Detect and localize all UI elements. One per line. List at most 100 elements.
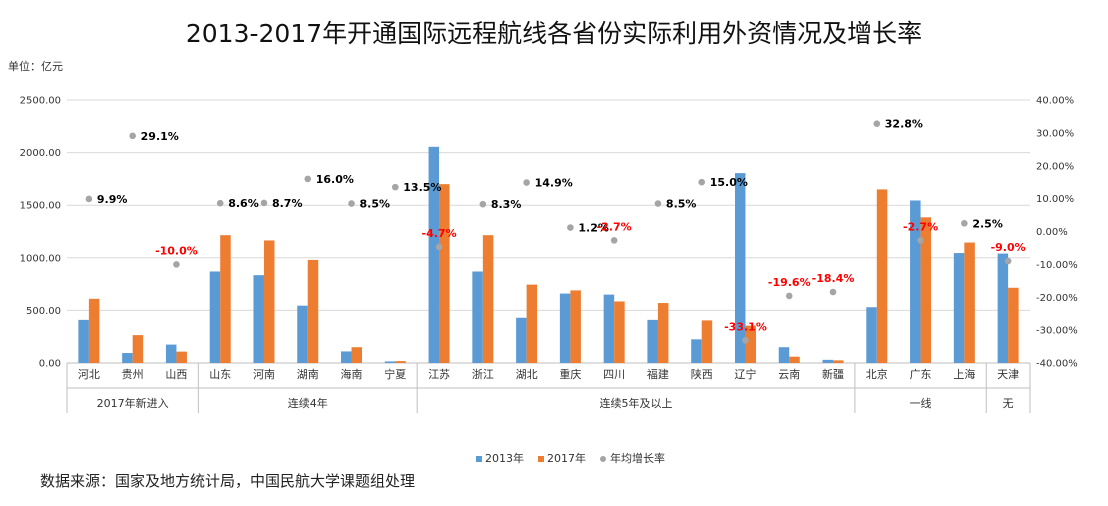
growth-rate-label: 8.5%: [360, 198, 391, 211]
growth-rate-label: -4.7%: [422, 227, 457, 240]
y2-tick-label: 40.00%: [1036, 96, 1074, 107]
growth-rate-point: [85, 195, 93, 203]
growth-rate-label: -10.0%: [155, 244, 198, 257]
x-category-label: 山东: [209, 368, 231, 381]
bar-2013: [866, 307, 877, 363]
legend-label-2013: 2013年: [485, 451, 524, 465]
x-group-label: 连续4年: [288, 396, 328, 410]
x-category-label: 陕西: [691, 367, 713, 381]
bar-2013: [953, 253, 965, 363]
bar-2017: [132, 335, 144, 363]
growth-rate-label: 8.5%: [666, 198, 697, 211]
bar-2017: [351, 347, 363, 363]
y2-tick-label: -30.00%: [1036, 326, 1078, 337]
growth-rate-label: 14.9%: [535, 177, 573, 190]
chart: 0.00 500.00 1000.00 1500.00 2000.00 2500.00 -4…: [20, 96, 1078, 466]
bar-2013: [559, 293, 571, 363]
x-category-label: 宁夏: [384, 367, 406, 381]
data-source-note: 数据来源：国家及地方统计局，中国民航大学课题组处理: [40, 472, 416, 490]
growth-rate-point: [610, 237, 618, 244]
bar-2017: [1008, 287, 1019, 363]
bar-2017: [789, 356, 800, 363]
bar-2013: [603, 294, 615, 363]
bar-2013: [209, 271, 221, 363]
growth-rate-point: [1004, 257, 1012, 265]
bar-2017: [614, 301, 625, 363]
bar-2017: [482, 235, 494, 363]
x-category-label: 湖北: [516, 368, 538, 381]
x-category-label: 天津: [997, 368, 1019, 381]
bar-2017: [395, 361, 406, 363]
x-group-label: 一线: [910, 396, 932, 410]
growth-rate-label: 1.2%: [578, 222, 609, 235]
bar-2013: [297, 305, 308, 363]
bar-2013: [647, 319, 658, 363]
y-tick-label: 0.00: [39, 359, 61, 370]
legend-label-2017: 2017年: [547, 451, 586, 465]
growth-rate-point: [129, 132, 136, 140]
growth-rate-point: [523, 179, 530, 186]
bar-2013: [384, 361, 396, 363]
x-category-label: 重庆: [559, 367, 581, 381]
growth-rate-point: [917, 237, 924, 244]
x-category-label: 河南: [253, 368, 275, 381]
bar-2017: [307, 259, 319, 363]
growth-rate-label: 2.5%: [972, 217, 1003, 230]
growth-rate-label: -2.7%: [903, 220, 938, 233]
bar-2017: [876, 189, 888, 363]
growth-rate-label: 16.0%: [316, 173, 354, 186]
x-group-label: 连续5年及以上: [600, 396, 673, 410]
x-category-label: 福建: [647, 367, 669, 381]
x-category-label: 贵州: [122, 368, 144, 381]
bar-2017: [526, 284, 538, 363]
legend-swatch-2013: [476, 456, 482, 462]
bar-2017: [833, 360, 844, 363]
x-category-label: 湖南: [297, 368, 319, 381]
x-category-label: 辽宁: [734, 367, 756, 381]
bar-2013: [428, 146, 440, 363]
growth-rate-label: -9.0%: [991, 241, 1026, 254]
bar-2013: [165, 344, 177, 363]
y-tick-label: 500.00: [26, 306, 61, 317]
growth-rate-point: [961, 219, 968, 227]
bar-2013: [778, 347, 790, 363]
y-tick-label: 2500.00: [20, 96, 61, 107]
y2-tick-label: -10.00%: [1036, 260, 1078, 271]
bar-2017: [176, 351, 187, 363]
bar-2013: [822, 359, 834, 363]
growth-rate-point: [873, 120, 881, 127]
bar-2013: [253, 275, 264, 363]
x-group-label: 无: [1003, 397, 1014, 410]
x-category-label: 云南: [778, 368, 800, 381]
growth-rate-point: [304, 175, 312, 183]
growth-rate-point: [654, 200, 662, 207]
bar-2017: [920, 217, 932, 363]
bar-2013: [997, 253, 1009, 363]
x-category-label: 四川: [603, 368, 625, 381]
bar-2013: [691, 339, 702, 363]
bar-2013: [341, 351, 352, 363]
chart-title: 2013-2017年开通国际远程航线各省份实际利用外资情况及增长率: [185, 19, 923, 48]
x-category-label: 广东: [910, 368, 932, 381]
growth-rate-point: [479, 200, 487, 208]
bar-2017: [570, 290, 581, 363]
growth-rate-label: 8.6%: [228, 197, 259, 210]
growth-rate-point: [567, 224, 574, 231]
y2-tick-label: 30.00%: [1036, 128, 1074, 139]
growth-rate-label: 32.8%: [885, 118, 923, 131]
x-category-label: 山西: [165, 368, 187, 381]
x-category-label: 河北: [78, 368, 100, 381]
y2-tick-label: 10.00%: [1036, 194, 1074, 205]
growth-rate-label: -33.1%: [724, 320, 767, 333]
growth-rate-point: [829, 288, 837, 296]
bar-2013: [910, 200, 921, 363]
bar-2017: [657, 303, 669, 363]
bar-2013: [122, 353, 133, 363]
growth-rate-label: 29.1%: [141, 130, 179, 143]
growth-rate-label: 8.7%: [272, 197, 303, 210]
bar-2017: [88, 298, 100, 363]
x-category-label: 江苏: [428, 368, 450, 381]
y2-tick-label: 0.00%: [1036, 227, 1068, 238]
growth-rate-point: [391, 183, 399, 191]
growth-rate-label: 8.3%: [491, 198, 522, 211]
